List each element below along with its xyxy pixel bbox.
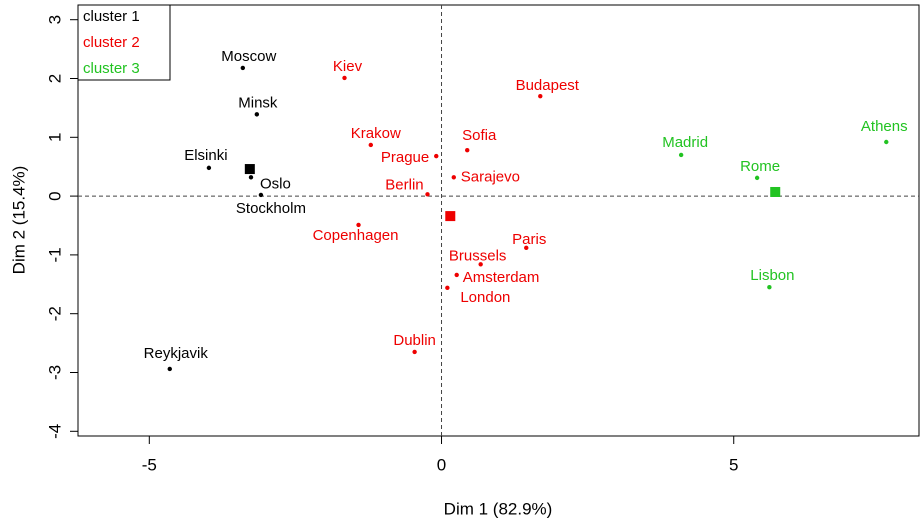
point-label: Lisbon: [750, 267, 794, 284]
y-axis-label: Dim 2 (15.4%): [9, 166, 28, 275]
x-axis-label: Dim 1 (82.9%): [444, 499, 553, 518]
point: [454, 272, 459, 278]
x-tick-label: 5: [729, 455, 738, 474]
point: [240, 65, 246, 71]
point-label: London: [460, 289, 510, 306]
point-label: Krakow: [351, 125, 401, 142]
legend-entry: cluster 3: [83, 60, 140, 77]
point: [524, 245, 529, 251]
centroid: [445, 211, 456, 222]
y-tick-label: -1: [45, 247, 64, 262]
y-tick-label: -3: [45, 365, 64, 380]
point: [884, 139, 889, 145]
legend-entry: cluster 2: [83, 34, 140, 51]
point-label: Amsterdam: [463, 269, 540, 286]
point: [412, 349, 417, 355]
point-label: Berlin: [385, 176, 423, 193]
point: [258, 192, 264, 198]
point: [342, 75, 347, 81]
x-tick-label: 0: [437, 455, 446, 474]
y-tick-label: 0: [45, 191, 64, 200]
point-label: Prague: [381, 149, 429, 166]
point: [248, 175, 254, 180]
point: [451, 175, 456, 180]
point: [465, 148, 470, 153]
x-tick-label: -5: [142, 455, 157, 474]
point: [206, 165, 212, 171]
point-label: Athens: [861, 118, 908, 135]
point: [167, 366, 172, 372]
point-label: Kiev: [333, 58, 363, 75]
point-label: Elsinki: [184, 147, 227, 164]
point: [678, 152, 684, 158]
point: [478, 262, 483, 267]
point-label: Stockholm: [236, 200, 306, 217]
point: [754, 175, 760, 181]
legend-box: [77, 4, 171, 81]
point: [445, 285, 450, 291]
point: [538, 93, 543, 99]
point-label: Oslo: [260, 175, 291, 192]
point: [767, 285, 772, 290]
centroid: [770, 186, 781, 197]
y-tick-label: -4: [45, 424, 64, 439]
point: [425, 192, 430, 197]
point-label: Moscow: [221, 48, 276, 65]
point-label: Madrid: [662, 134, 708, 151]
y-tick-label: 3: [45, 15, 64, 24]
centroid: [244, 164, 255, 175]
point-label: Dublin: [393, 332, 436, 349]
point-label: Sarajevo: [461, 168, 520, 185]
point-label: Budapest: [516, 77, 580, 94]
legend-entry: cluster 1: [83, 8, 140, 25]
y-tick-label: 1: [45, 133, 64, 142]
y-tick-label: -2: [45, 306, 64, 321]
point-label: Minsk: [238, 94, 278, 111]
point-label: Paris: [512, 231, 546, 248]
point: [434, 153, 439, 159]
point: [356, 222, 361, 228]
point-label: Rome: [740, 158, 780, 175]
point-label: Brussels: [449, 247, 507, 264]
y-tick-label: 2: [45, 74, 64, 83]
point-label: Reykjavik: [144, 345, 209, 362]
point: [368, 142, 374, 148]
point-label: Copenhagen: [313, 227, 399, 244]
point-label: Sofia: [462, 127, 497, 144]
point: [254, 112, 260, 117]
plot-frame: [77, 4, 920, 437]
